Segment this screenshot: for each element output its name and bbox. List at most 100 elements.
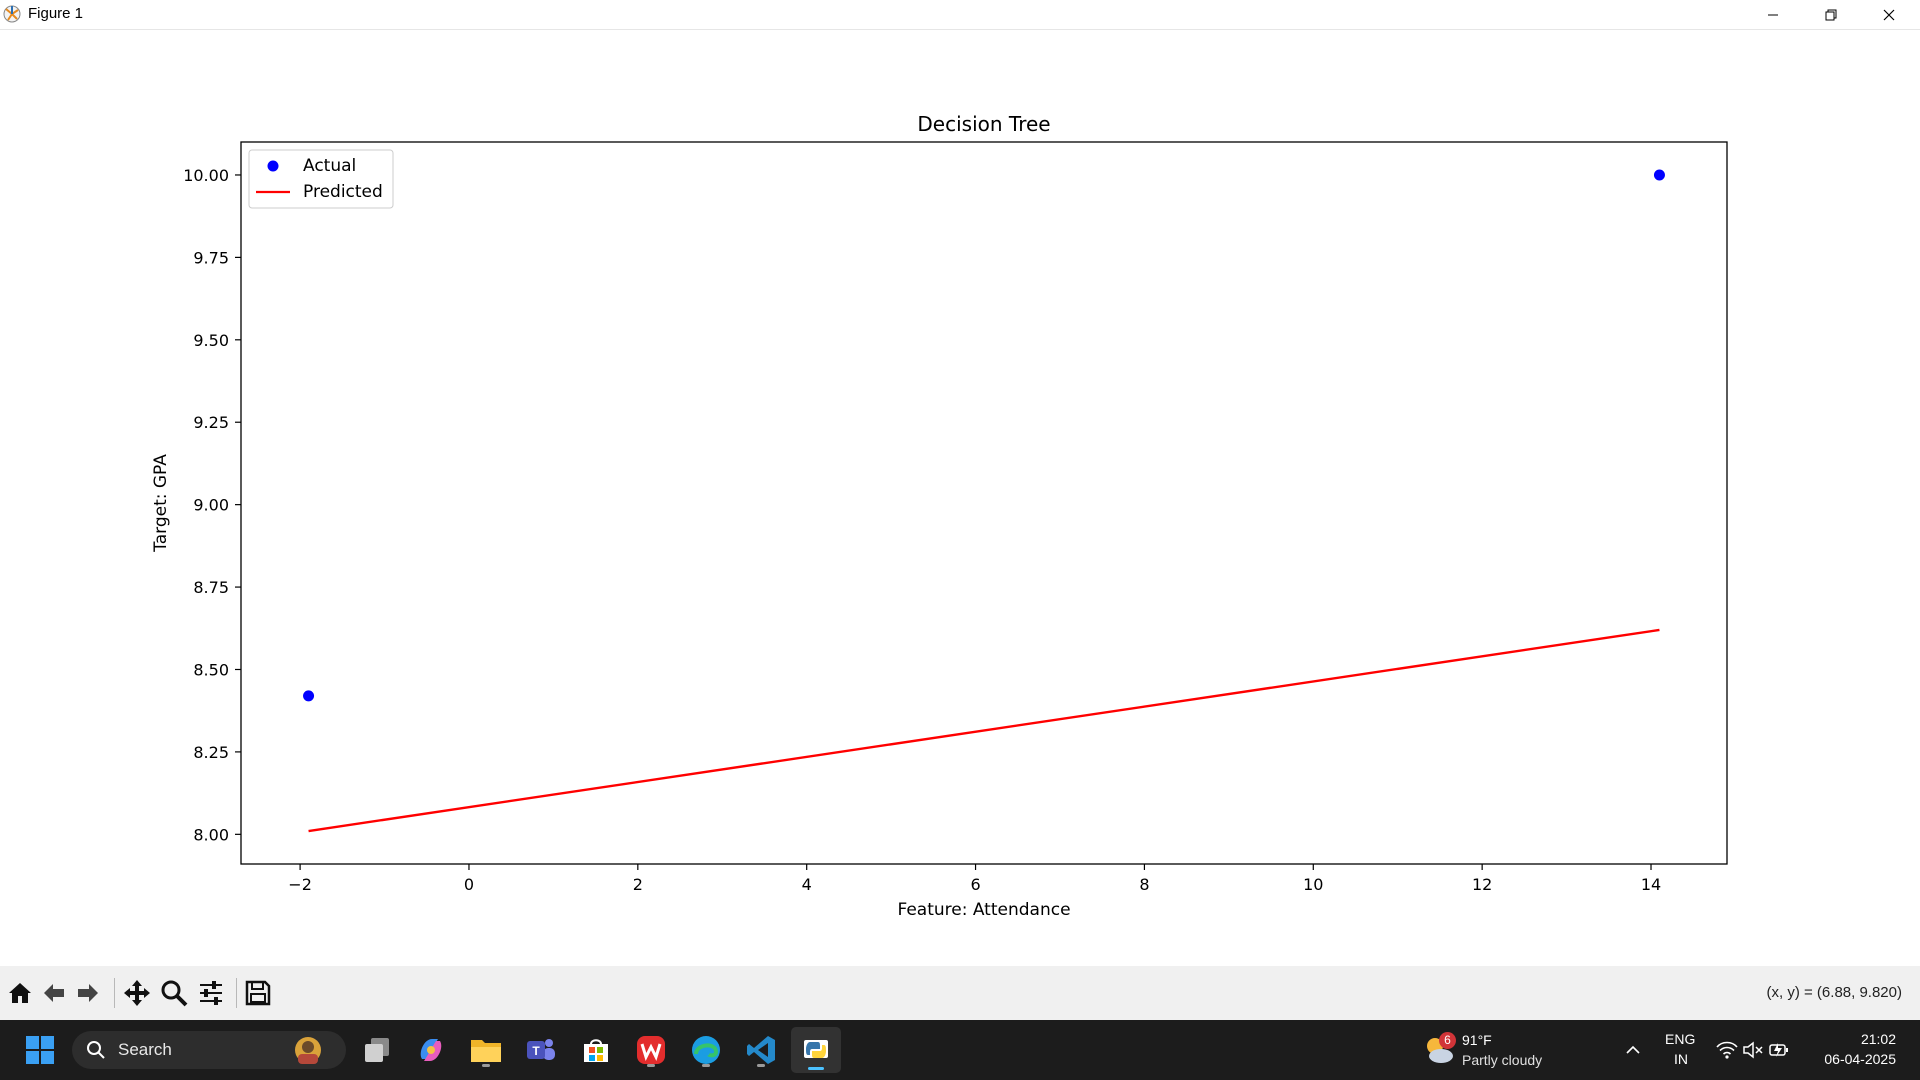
running-indicator [482, 1064, 490, 1067]
python-icon [804, 1040, 828, 1058]
clock-time: 21:02 [1860, 1031, 1896, 1047]
store-icon [584, 1039, 608, 1062]
task-view-button[interactable] [357, 1030, 397, 1070]
folder-icon [471, 1040, 501, 1062]
region-label: IN [1674, 1051, 1688, 1067]
wifi-icon [1716, 1041, 1738, 1059]
y-tick-label: 8.00 [193, 825, 229, 844]
weather-condition: Partly cloudy [1462, 1052, 1543, 1068]
input-language-indicator[interactable]: ENG IN [1658, 1029, 1706, 1071]
legend-actual-label: Actual [303, 156, 356, 176]
running-indicator [757, 1064, 765, 1067]
vscode-icon [747, 1036, 775, 1064]
back-button[interactable] [37, 976, 71, 1010]
forward-button[interactable] [71, 976, 105, 1010]
x-tick-label: 0 [464, 875, 474, 894]
window-title: Figure 1 [28, 5, 84, 22]
minimize-icon [1768, 14, 1778, 15]
y-tick-label: 9.50 [193, 331, 229, 350]
wps-office-button[interactable] [631, 1030, 671, 1070]
copilot-button[interactable] [411, 1030, 451, 1070]
taskbar-search[interactable]: Search [72, 1031, 346, 1069]
legend: Actual Predicted [248, 149, 394, 209]
pan-button[interactable] [120, 976, 154, 1010]
axes-frame [240, 141, 1728, 865]
y-tick-label: 8.50 [193, 660, 229, 679]
predicted-line [308, 628, 1660, 833]
store-button[interactable] [576, 1030, 616, 1070]
home-icon [9, 983, 31, 1003]
minimize-button[interactable] [1744, 0, 1802, 29]
y-tick-label: 8.25 [193, 743, 229, 762]
y-tick-label: 9.00 [193, 496, 229, 515]
active-indicator [808, 1067, 824, 1070]
show-hidden-icons-button[interactable] [1615, 1030, 1651, 1070]
window-titlebar: Figure 1 [0, 0, 1920, 30]
running-indicator [647, 1064, 655, 1067]
legend-predicted-label: Predicted [303, 182, 383, 202]
figure-canvas[interactable]: −2 0 2 4 6 8 10 12 14 8.00 8.25 8.50 8.75 9.00 9.25 9.5… [0, 30, 1920, 966]
save-icon [245, 980, 271, 1006]
zoom-button[interactable] [157, 976, 191, 1010]
x-tick-label: 6 [970, 875, 980, 894]
python-figure-button[interactable] [791, 1027, 841, 1073]
volume-muted-icon [1743, 1041, 1763, 1059]
x-tick-label: 12 [1472, 875, 1492, 894]
save-button[interactable] [241, 976, 275, 1010]
matplotlib-app-icon [2, 4, 22, 24]
forward-arrow-icon [78, 984, 98, 1002]
close-button[interactable] [1860, 0, 1918, 29]
search-highlight-icon [295, 1037, 321, 1064]
close-icon [1883, 9, 1895, 20]
restore-button[interactable] [1802, 0, 1860, 29]
running-indicator [702, 1064, 710, 1067]
actual-data-point [1653, 169, 1665, 181]
teams-icon: T [527, 1039, 555, 1060]
y-tick-label: 9.25 [193, 413, 229, 432]
chevron-up-icon [1626, 1045, 1640, 1054]
weather-temperature: 91°F [1462, 1032, 1492, 1048]
file-explorer-button[interactable] [466, 1030, 506, 1070]
start-button[interactable] [20, 1030, 60, 1070]
windows-logo-icon [26, 1036, 54, 1064]
zoom-icon [161, 980, 188, 1007]
configure-subplots-button[interactable] [194, 976, 228, 1010]
search-label: Search [118, 1040, 172, 1059]
copilot-icon [420, 1039, 442, 1061]
x-tick-label: −2 [288, 875, 312, 894]
x-tick-label: 4 [802, 875, 812, 894]
toolbar-separator [114, 978, 115, 1008]
y-tick-label: 8.75 [193, 578, 229, 597]
chart-svg: −2 0 2 4 6 8 10 12 14 8.00 8.25 8.50 8.75 9.00 9.25 9.5… [151, 112, 1728, 920]
x-axis-label: Feature: Attendance [897, 900, 1070, 920]
teams-button[interactable]: T [521, 1030, 561, 1070]
configure-subplots-icon [200, 981, 222, 1005]
edge-browser-button[interactable] [686, 1030, 726, 1070]
battery-charging-icon [1769, 1043, 1788, 1057]
x-tick-label: 14 [1641, 875, 1661, 894]
pan-icon [124, 980, 150, 1006]
language-label: ENG [1665, 1031, 1696, 1047]
cursor-coordinates: (x, y) = (6.88, 9.820) [1766, 984, 1902, 1001]
x-tick-label: 10 [1303, 875, 1323, 894]
vscode-button[interactable] [741, 1030, 781, 1070]
legend-actual-marker [267, 160, 279, 172]
svg-text:T: T [532, 1044, 540, 1058]
x-tick-label: 2 [633, 875, 643, 894]
toolbar-separator [236, 978, 237, 1008]
home-button[interactable] [3, 976, 37, 1010]
search-icon [87, 1041, 105, 1059]
system-tray-quick-settings[interactable] [1714, 1034, 1790, 1066]
clock-date: 06-04-2025 [1824, 1051, 1896, 1067]
weather-badge: 6 [1439, 1032, 1456, 1049]
edge-icon [692, 1036, 720, 1064]
chart-title: Decision Tree [917, 112, 1050, 136]
y-tick-label: 9.75 [193, 248, 229, 267]
windows-taskbar: Search T [0, 1020, 1920, 1080]
y-tick-label: 10.00 [183, 166, 229, 185]
weather-widget[interactable]: 6 91°F Partly cloudy [1418, 1028, 1558, 1072]
x-tick-label: 8 [1139, 875, 1149, 894]
task-view-icon [365, 1038, 389, 1062]
clock[interactable]: 21:02 06-04-2025 [1800, 1029, 1910, 1071]
wps-office-icon [637, 1036, 665, 1064]
